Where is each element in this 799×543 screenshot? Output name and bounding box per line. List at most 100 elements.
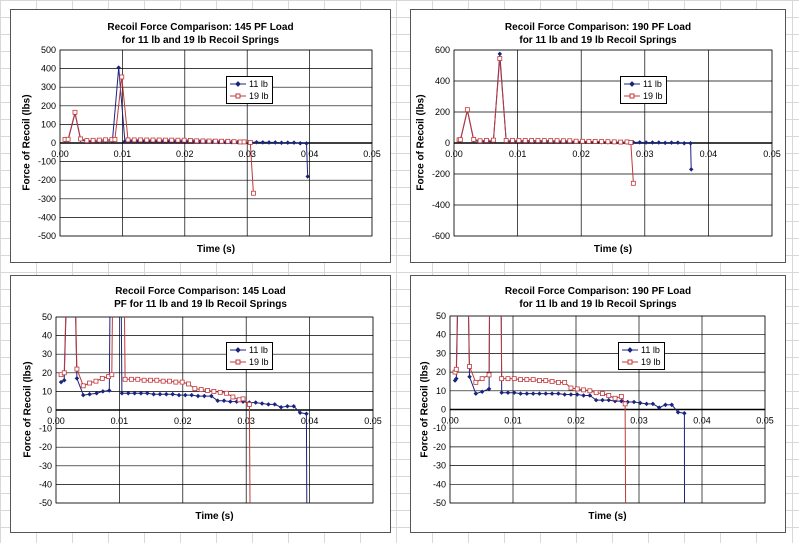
- chart-title-line2: for 11 lb and 19 lb Recoil Springs: [121, 35, 280, 46]
- data-point-11lb: [291, 404, 297, 409]
- data-point-19lb: [160, 378, 166, 384]
- data-point-19lb: [150, 137, 156, 143]
- data-point-11lb: [259, 401, 265, 406]
- data-point-19lb: [236, 397, 242, 403]
- legend-label: 19 lb: [643, 91, 663, 101]
- data-point-19lb: [217, 389, 223, 395]
- legend-item-19lb: 19 lb: [624, 90, 663, 102]
- data-point-19lb: [599, 139, 604, 145]
- legend-label: 11 lb: [641, 345, 660, 355]
- data-point-19lb: [586, 138, 592, 144]
- data-point-19lb: [205, 388, 210, 393]
- data-point-11lb: [278, 404, 284, 410]
- x-tick-label: 0.05: [763, 149, 781, 159]
- data-point-11lb: [285, 404, 290, 409]
- data-point-19lb: [491, 137, 496, 143]
- data-point-11lb: [253, 400, 258, 405]
- data-point-19lb: [154, 377, 160, 383]
- y-tick-label: 50: [436, 311, 446, 321]
- y-tick-label: 30: [42, 349, 52, 359]
- legend-item-11lb: 11 lb: [622, 344, 661, 356]
- data-point-11lb: [151, 391, 156, 397]
- data-point-19lb: [503, 138, 509, 143]
- legend-label: 19 lb: [641, 357, 661, 367]
- y-tick-label: 400: [435, 76, 450, 86]
- data-point-19lb: [225, 138, 231, 144]
- chart-0: 500 400 300 200 100 0 -100 -200 -300 -400 -500 0.00…: [38, 45, 381, 241]
- y-tick-label: -200: [432, 169, 450, 179]
- data-point-19lb: [241, 139, 247, 145]
- data-point-19lb: [624, 139, 630, 145]
- data-point-11lb: [170, 391, 175, 397]
- y-tick-label: -50: [433, 498, 446, 508]
- chart-title-line1: Recoil Force Comparison: 145 Load: [115, 286, 286, 297]
- data-point-19lb: [169, 137, 175, 143]
- data-point-11lb: [202, 393, 207, 399]
- data-point-11lb: [279, 140, 284, 145]
- data-point-19lb: [541, 138, 547, 143]
- data-point-19lb: [618, 394, 624, 399]
- y-tick-label: 0: [47, 405, 52, 415]
- data-point-19lb: [72, 109, 78, 115]
- chart-title-line2: for 11 lb and 19 lb Recoil Springs: [519, 299, 677, 310]
- y-tick-label: -400: [38, 212, 56, 222]
- data-point-19lb: [173, 379, 179, 385]
- x-tick-label: 0.01: [111, 416, 129, 426]
- legend-label: 11 lb: [643, 79, 662, 89]
- data-point-19lb: [211, 388, 217, 394]
- chart-title-line1: Recoil Force Comparison: 190 PF Load: [504, 22, 692, 33]
- data-point-19lb: [606, 393, 612, 398]
- legend-item-19lb: 19 lb: [230, 356, 269, 368]
- data-point-11lb: [454, 376, 459, 381]
- x-tick-label: 0.02: [174, 416, 192, 426]
- data-point-19lb: [99, 375, 105, 381]
- x-tick-label: 0.01: [114, 149, 132, 159]
- legend-item-11lb: 11 lb: [624, 78, 663, 90]
- legend: 11 lb 19 lb: [226, 76, 273, 104]
- data-point-19lb: [103, 137, 108, 143]
- data-point-19lb: [511, 376, 517, 382]
- y-tick-label: 200: [41, 101, 56, 111]
- data-point-19lb: [630, 180, 636, 186]
- data-point-11lb: [518, 391, 523, 396]
- data-point-19lb: [537, 378, 542, 383]
- data-point-19lb: [574, 386, 580, 392]
- y-tick-label: -300: [38, 194, 56, 204]
- data-point-11lb: [511, 390, 517, 395]
- data-point-19lb: [497, 56, 503, 61]
- data-point-11lb: [574, 392, 580, 397]
- x-axis-label: Time (s): [593, 244, 633, 255]
- data-point-19lb: [200, 138, 206, 144]
- data-point-11lb: [530, 391, 536, 396]
- data-point-19lb: [612, 395, 618, 401]
- x-tick-label: 0.04: [301, 149, 319, 159]
- legend: 11 lb 19 lb: [620, 76, 667, 104]
- data-point-11lb: [479, 389, 485, 394]
- data-point-11lb: [663, 402, 668, 408]
- chart-2: 50 40 30 20 10 0 -10 -20 -30 -40 -50 0.00 0.01 0.02 0.…: [39, 312, 382, 508]
- series-group: [58, 316, 309, 504]
- legend-item-19lb: 19 lb: [230, 90, 269, 102]
- data-point-11lb: [486, 386, 492, 392]
- y-tick-label: -10: [39, 424, 52, 434]
- data-point-19lb: [548, 138, 554, 143]
- data-point-19lb: [122, 376, 128, 382]
- data-point-11lb: [669, 402, 675, 408]
- y-tick-label: 50: [42, 312, 52, 322]
- data-point-19lb: [219, 138, 225, 144]
- data-point-19lb: [194, 138, 200, 144]
- x-axis-label: Time (s): [195, 511, 234, 522]
- data-point-19lb: [212, 138, 218, 144]
- x-tick-label: 0.03: [238, 149, 256, 159]
- data-point-19lb: [135, 376, 141, 382]
- data-point-19lb: [251, 190, 256, 196]
- x-tick-label: 0.01: [504, 416, 522, 426]
- y-tick-label: -40: [39, 479, 52, 489]
- y-tick-label: 300: [41, 82, 56, 92]
- data-point-11lb: [568, 392, 574, 397]
- data-point-19lb: [186, 381, 191, 387]
- data-point-19lb: [148, 377, 153, 383]
- data-point-19lb: [593, 390, 599, 396]
- x-tick-label: 0.04: [693, 416, 711, 426]
- data-point-11lb: [637, 400, 643, 406]
